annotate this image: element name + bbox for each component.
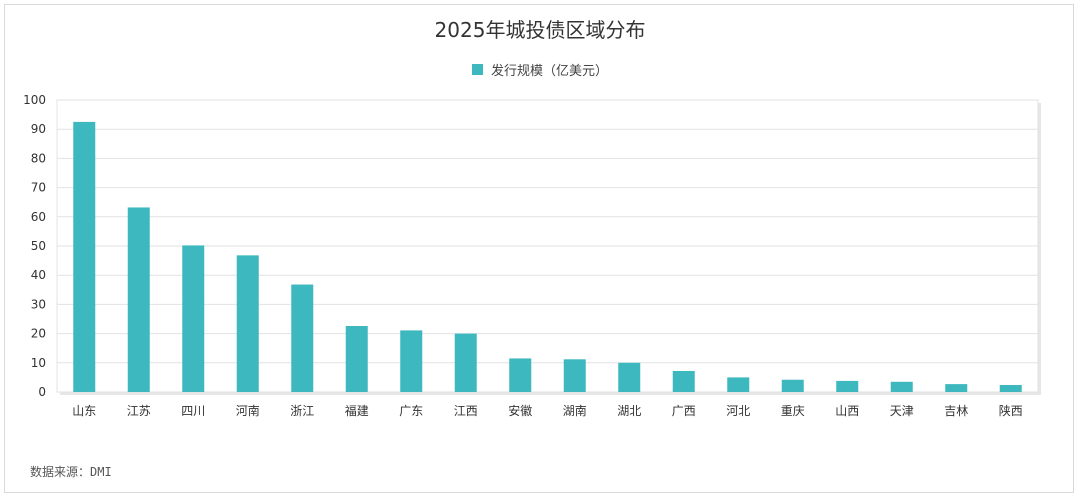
bar-广东: [400, 330, 423, 392]
x-category-label: 河南: [236, 403, 260, 418]
y-tick-label: 80: [31, 151, 46, 165]
bar-安徽: [509, 358, 532, 392]
x-category-label: 湖北: [617, 403, 641, 418]
source-note: 数据来源：DMI: [30, 465, 112, 479]
y-tick-label: 10: [31, 356, 46, 370]
x-category-label: 湖南: [563, 403, 587, 418]
bar-山西: [836, 380, 859, 392]
x-category-label: 重庆: [781, 404, 805, 418]
x-category-label: 四川: [181, 404, 205, 418]
bar-山东: [73, 121, 96, 393]
chart-title: 2025年城投债区域分布: [434, 18, 646, 42]
x-category-label: 福建: [345, 403, 369, 418]
y-tick-label: 50: [31, 239, 46, 253]
y-tick-label: 40: [31, 268, 46, 282]
y-tick-label: 60: [31, 210, 46, 224]
bar-浙江: [291, 284, 314, 392]
bar-湖南: [563, 359, 586, 392]
x-category-label: 河北: [726, 404, 750, 418]
x-category-label: 吉林: [944, 404, 968, 418]
x-category-label: 山东: [72, 404, 96, 418]
y-tick-label: 90: [31, 122, 46, 136]
x-category-label: 安徽: [508, 403, 532, 418]
bar-湖北: [618, 362, 641, 392]
x-category-label: 江西: [454, 404, 478, 418]
bar-福建: [345, 326, 368, 392]
y-tick-label: 30: [31, 297, 46, 311]
x-category-label: 浙江: [290, 404, 314, 418]
bar-吉林: [945, 384, 968, 392]
x-category-label: 山西: [835, 404, 859, 418]
x-category-label: 广东: [399, 404, 423, 418]
legend-swatch: [471, 64, 483, 75]
bar-天津: [890, 381, 913, 392]
bar-四川: [182, 245, 205, 392]
bar-广西: [672, 370, 695, 392]
x-category-label: 天津: [890, 404, 914, 418]
y-tick-label: 20: [31, 327, 46, 341]
bar-河北: [727, 377, 750, 392]
chart-legend: 发行规模（亿美元）: [0, 60, 1080, 79]
legend-label: 发行规模（亿美元）: [490, 64, 608, 79]
bar-陕西: [999, 384, 1022, 392]
y-tick-label: 70: [31, 181, 46, 195]
y-tick-label: 0: [38, 385, 46, 399]
bar-河南: [236, 255, 259, 392]
x-category-label: 陕西: [999, 403, 1023, 418]
x-category-label: 江苏: [127, 404, 151, 418]
x-category-label: 广西: [672, 404, 696, 418]
bar-江西: [454, 333, 477, 392]
bar-重庆: [781, 379, 804, 392]
bar-江苏: [127, 207, 150, 392]
y-tick-label: 100: [23, 93, 46, 107]
